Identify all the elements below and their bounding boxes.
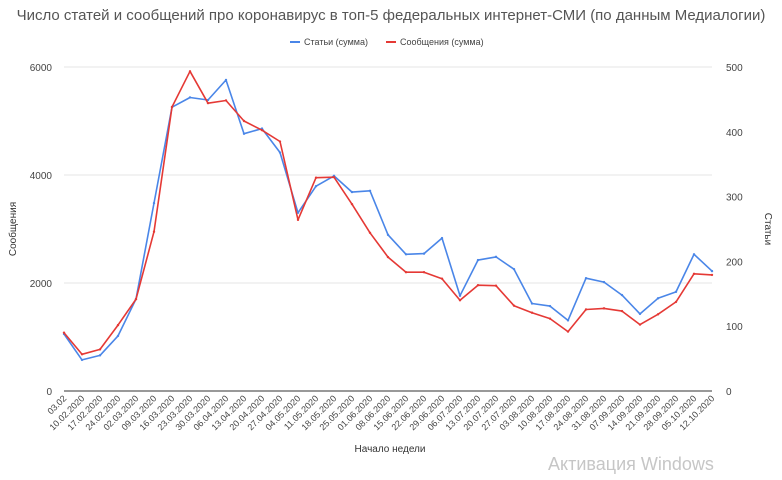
windows-activation-watermark: Активация Windows [548, 454, 714, 474]
data-point-series-1 [350, 190, 354, 194]
data-point-series-2 [296, 218, 300, 222]
y-axis-label-right: Статьи [762, 213, 773, 245]
data-point-series-1 [530, 302, 534, 305]
data-point-series-2 [656, 313, 660, 316]
legend-label: Сообщения (сумма) [400, 37, 484, 47]
data-point-series-1 [548, 304, 552, 308]
data-point-series-1 [638, 312, 642, 316]
series-line-1 [63, 79, 713, 361]
y-tick-label-left: 0 [46, 387, 52, 398]
data-point-series-2 [674, 300, 678, 304]
data-point-series-2 [530, 311, 534, 314]
grid [64, 66, 712, 284]
data-point-series-2 [566, 330, 570, 333]
data-point-series-1 [458, 294, 462, 297]
data-point-series-2 [260, 128, 264, 132]
data-point-series-1 [440, 236, 444, 240]
legend-label: Статьи (сумма) [304, 37, 368, 47]
data-point-series-1 [368, 189, 372, 192]
data-point-series-2 [314, 176, 318, 179]
data-point-series-1 [98, 354, 102, 357]
data-point-series-2 [368, 231, 372, 234]
data-point-series-2 [242, 119, 246, 123]
data-point-series-2 [80, 353, 84, 356]
data-point-series-1 [386, 233, 390, 237]
y-tick-label-right: 200 [726, 257, 743, 268]
y-tick-label-right: 0 [726, 387, 732, 398]
data-point-series-2 [602, 307, 606, 310]
data-point-series-1 [620, 293, 624, 297]
data-point-series-1 [188, 96, 192, 99]
data-point-series-1 [422, 252, 426, 255]
data-point-series-1 [80, 358, 84, 362]
axes: 0200040006000010020030040050003.0210.02.… [30, 63, 743, 432]
data-point-series-2 [692, 272, 696, 276]
y-tick-label-right: 500 [726, 63, 743, 74]
series-lines [62, 70, 714, 362]
data-point-series-2 [350, 202, 354, 206]
data-point-series-1 [278, 151, 282, 154]
y-tick-label-left: 4000 [30, 171, 53, 182]
data-point-series-1 [566, 319, 570, 322]
data-point-series-2 [134, 298, 138, 301]
data-point-series-1 [692, 253, 696, 256]
y-tick-label-right: 300 [726, 193, 743, 204]
data-point-series-2 [584, 308, 588, 311]
data-point-series-2 [62, 331, 66, 334]
x-axis-label: Начало недели [355, 444, 426, 455]
data-point-series-2 [710, 273, 714, 277]
data-point-series-1 [584, 277, 588, 280]
data-point-series-1 [602, 280, 606, 284]
data-point-series-2 [386, 255, 390, 259]
data-point-series-1 [710, 269, 714, 273]
data-point-series-2 [476, 283, 480, 287]
data-point-series-2 [548, 317, 552, 320]
data-point-series-1 [674, 290, 678, 294]
data-point-series-1 [152, 201, 156, 205]
y-axis-label-left: Сообщения [7, 202, 19, 256]
data-point-series-2 [188, 70, 192, 73]
y-tick-label-right: 100 [726, 322, 743, 333]
data-point-series-2 [404, 271, 408, 274]
data-point-series-1 [512, 267, 516, 271]
data-point-series-1 [494, 255, 498, 259]
data-point-series-2 [440, 277, 444, 280]
legend: Статьи (сумма) Сообщения (сумма) [290, 37, 484, 47]
y-tick-label-left: 6000 [30, 63, 53, 74]
data-point-series-2 [422, 271, 426, 274]
data-point-series-1 [296, 211, 300, 214]
series-line-2 [63, 70, 713, 356]
data-point-series-1 [224, 78, 228, 82]
data-point-series-2 [512, 304, 516, 307]
data-point-series-2 [152, 230, 156, 233]
data-point-series-2 [98, 348, 102, 351]
data-point-series-1 [476, 258, 480, 262]
data-point-series-2 [494, 284, 498, 287]
data-point-series-1 [116, 334, 120, 338]
data-point-series-1 [242, 132, 246, 135]
data-point-series-2 [170, 105, 174, 109]
chart-title: Число статей и сообщений про коронавирус… [17, 7, 766, 24]
data-point-series-1 [656, 297, 660, 300]
data-point-series-2 [206, 101, 210, 105]
data-point-series-1 [404, 253, 408, 256]
data-point-series-2 [620, 309, 624, 313]
data-point-series-1 [314, 185, 318, 188]
data-point-series-2 [638, 323, 642, 326]
data-point-series-2 [116, 323, 120, 327]
y-tick-label-left: 2000 [30, 279, 53, 290]
data-point-series-2 [458, 299, 462, 302]
data-point-series-2 [332, 175, 336, 179]
data-point-series-2 [224, 99, 228, 102]
y-tick-label-right: 400 [726, 128, 743, 139]
data-point-series-2 [278, 140, 282, 143]
